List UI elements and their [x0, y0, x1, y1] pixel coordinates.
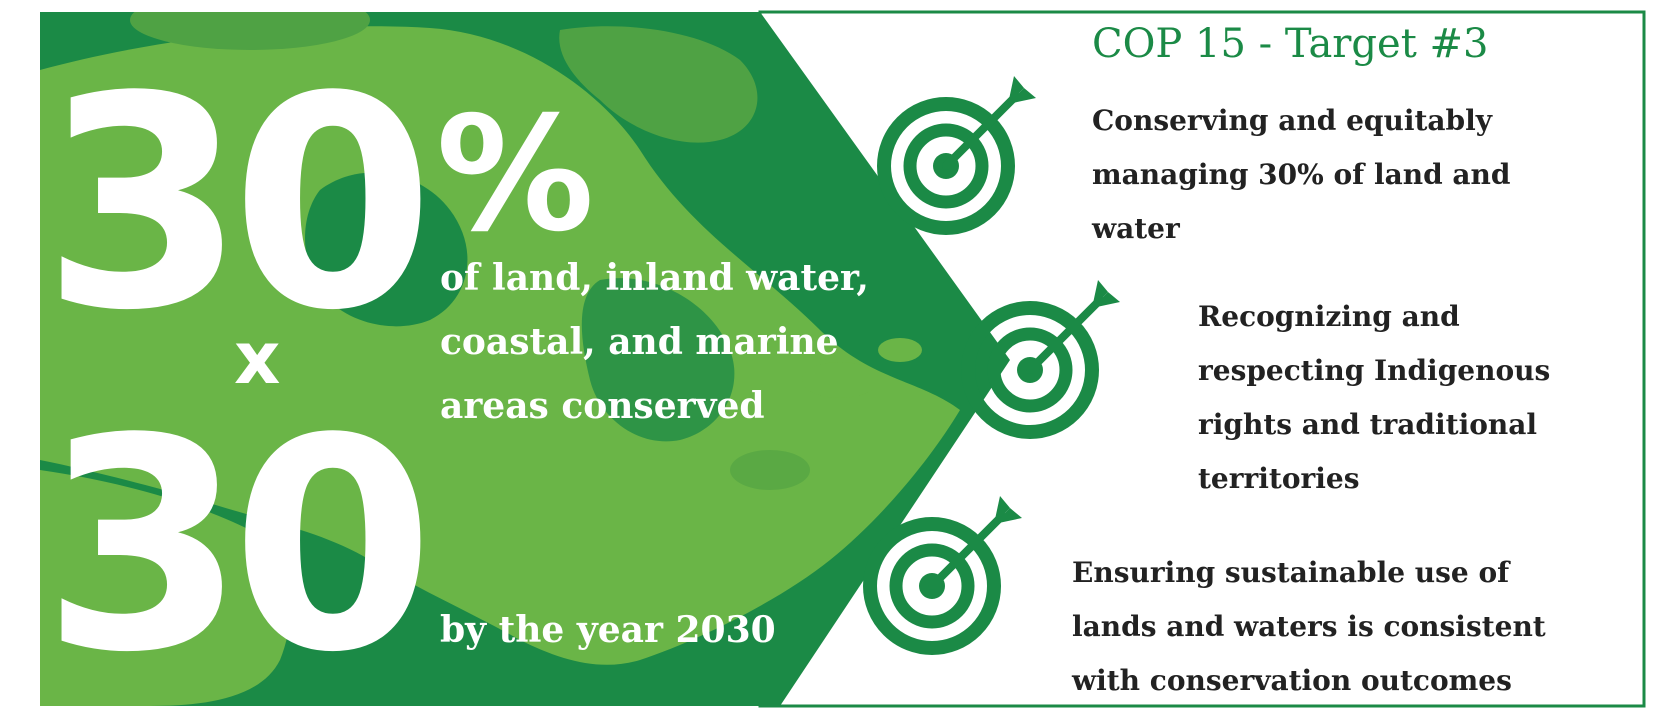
conserved-line: of land, inland water,	[440, 257, 869, 299]
target-line: rights and traditional	[1198, 408, 1538, 441]
multiplier-x: x	[234, 316, 281, 400]
conserved-line: coastal, and marine	[440, 321, 839, 363]
target-item-3-text: Ensuring sustainable use of lands and wa…	[1072, 546, 1546, 708]
target-line: water	[1092, 212, 1180, 245]
map-background	[40, 12, 1010, 706]
target-item-2-text: Recognizing and respecting Indigenous ri…	[1198, 290, 1550, 506]
percent-sign: %	[436, 83, 595, 267]
big-number-top: 30	[42, 34, 434, 374]
target-line: lands and waters is consistent	[1072, 610, 1546, 643]
conserved-caption: of land, inland water, coastal, and mari…	[440, 246, 869, 438]
target-item-1-text: Conserving and equitably managing 30% of…	[1092, 94, 1511, 256]
target-line: respecting Indigenous	[1198, 354, 1551, 387]
target-line: territories	[1198, 462, 1360, 495]
target-line: Recognizing and	[1198, 300, 1460, 333]
target-line: Conserving and equitably	[1092, 104, 1493, 137]
target-line: with conservation outcomes	[1072, 664, 1512, 697]
target-line: managing 30% of land and	[1092, 158, 1511, 191]
year-caption: by the year 2030	[440, 609, 776, 651]
conserved-line: areas conserved	[440, 385, 765, 427]
big-number-bottom: 30	[42, 376, 434, 716]
target-title: COP 15 - Target #3	[1092, 21, 1489, 67]
target-line: Ensuring sustainable use of	[1072, 556, 1510, 589]
